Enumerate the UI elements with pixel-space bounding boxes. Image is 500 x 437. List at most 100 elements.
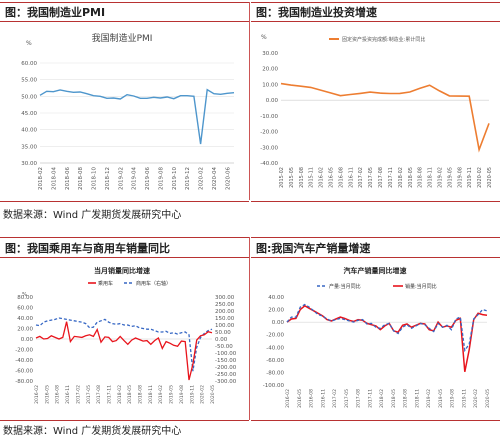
cars-xtick-13: 2019-05 (169, 385, 175, 404)
fai-xtick-17: 2019-05 (447, 167, 453, 188)
cars-y2-tick-12: -300.00 (215, 379, 237, 385)
fai-xtick-7: 2016-11 (348, 167, 354, 188)
cars-legend-label-1: 乘用车 (98, 280, 113, 287)
cars-xtick-10: 2018-08 (138, 385, 144, 404)
autos-xtick-10: 2018-08 (403, 389, 409, 408)
autos-xtick-16: 2020-02 (473, 389, 479, 408)
fai-unit: % (261, 34, 267, 41)
autos-y-tick-0: 40.00 (268, 295, 284, 301)
pmi-xtick-6: 2019-02 (118, 167, 124, 190)
bottom-rule-top-left (0, 201, 249, 202)
autos-y-tick-2: 0.00 (272, 320, 285, 326)
autos-y-tick-3: -20.00 (266, 333, 284, 339)
panel-title-autos: 图:我国汽车产销量增速 (256, 242, 371, 255)
cars-y2-tick-7: -50.00 (215, 344, 233, 350)
cars-y2-tick-10: -200.00 (215, 365, 237, 371)
mid-rule-right (251, 237, 500, 238)
fai-xtick-6: 2016-08 (338, 167, 344, 188)
pmi-y-tick-1: 55.00 (21, 78, 37, 84)
autos-y-tick-4: -40.00 (266, 345, 284, 351)
fai-y-tick-2: 10.00 (262, 82, 278, 88)
cars-xtick-1: 2016-05 (44, 385, 50, 404)
bottom-rule-left (0, 420, 249, 421)
cars-y2-tick-5: 50.00 (215, 330, 231, 336)
chart-cars: 当月销量同比增速% 乘用车 商用车（右轴） 80.00 60.00 40.00 20.00 0… (15, 266, 237, 404)
autos-xtick-13: 2019-05 (438, 389, 444, 408)
cars-y-tick-7: -60.00 (15, 369, 33, 375)
cars-legend-label-2: 商用车（右轴） (136, 280, 171, 287)
source-note-bottom: 数据来源：Wind 广发期货发展研究中心 (3, 426, 182, 437)
chart-pmi: 我国制造业PMI% 60.00 55.00 50.00 45.00 40.00 35.00 3… (21, 32, 235, 190)
pmi-xtick-13: 2020-04 (212, 167, 218, 190)
pmi-xtick-2: 2018-06 (65, 167, 71, 190)
pmi-series-line (39, 88, 235, 145)
cars-unit: % (22, 292, 27, 298)
fai-xtick-4: 2016-02 (319, 167, 325, 188)
fai-y-tick-5: -20.00 (260, 130, 278, 136)
bottom-separator (249, 237, 250, 420)
cars-xtick-0: 2016-02 (34, 385, 40, 404)
autos-xtick-15: 2019-11 (462, 389, 468, 408)
top-rule-left (0, 2, 249, 3)
pmi-y-tick-4: 40.00 (21, 128, 37, 134)
cars-y2-tick-8: -100.00 (215, 351, 237, 357)
cars-y2-tick-11: -250.00 (215, 372, 237, 378)
title-rule-left-2 (0, 257, 249, 258)
fai-xtick-16: 2019-02 (438, 167, 444, 188)
autos-xtick-9: 2018-05 (391, 389, 397, 408)
cars-xtick-8: 2018-02 (117, 385, 123, 404)
cars-y-tick-6: -40.00 (15, 358, 33, 364)
autos-legend-label-2: 销量:当月同比 (405, 283, 437, 290)
fai-y-tick-7: -40.00 (260, 161, 278, 167)
autos-xtick-0: 2016-02 (285, 389, 291, 408)
cars-series-commercial (35, 317, 213, 372)
autos-y-tick-6: -80.00 (266, 370, 284, 376)
fai-xtick-14: 2018-08 (418, 167, 424, 188)
pmi-xtick-1: 2018-04 (51, 167, 57, 190)
cars-y-tick-8: -80.00 (15, 379, 33, 385)
autos-xtick-3: 2016-11 (320, 389, 326, 408)
cars-xtick-5: 2017-05 (86, 385, 92, 404)
fai-xtick-15: 2018-11 (428, 167, 434, 188)
fai-xtick-13: 2018-05 (408, 167, 414, 188)
autos-xtick-5: 2017-05 (344, 389, 350, 408)
fai-xtick-10: 2017-08 (378, 167, 384, 188)
autos-xtick-7: 2017-11 (367, 389, 373, 408)
source-note-top: 数据来源：Wind 广发期货发展研究中心 (3, 210, 182, 221)
pmi-y-tick-6: 30.00 (21, 161, 37, 167)
fai-y-tick-1: 20.00 (262, 67, 278, 73)
fai-xtick-9: 2017-05 (368, 167, 374, 188)
fai-series-line (280, 82, 490, 153)
autos-xtick-12: 2019-02 (426, 389, 432, 408)
pmi-title: 我国制造业PMI (92, 32, 153, 44)
pmi-xtick-10: 2019-10 (172, 167, 178, 190)
autos-y-tick-1: 20.00 (268, 308, 284, 314)
autos-xtick-4: 2017-02 (332, 389, 338, 408)
fai-xtick-18: 2019-08 (457, 167, 463, 188)
cars-y-tick-2: 40.00 (17, 316, 33, 322)
top-separator (249, 2, 250, 200)
autos-y-tick-5: -60.00 (266, 358, 284, 364)
pmi-y-tick-5: 35.00 (21, 144, 37, 150)
fai-xtick-12: 2018-02 (398, 167, 404, 188)
pmi-unit: % (26, 40, 32, 47)
pmi-xtick-4: 2018-10 (92, 167, 98, 190)
mid-rule-left (0, 237, 249, 238)
fai-xtick-2: 2015-08 (299, 167, 305, 188)
cars-xtick-9: 2018-05 (127, 385, 133, 404)
cars-y2-tick-1: 250.00 (215, 302, 235, 308)
autos-series-sales (286, 304, 488, 372)
cars-xtick-11: 2018-11 (148, 385, 154, 404)
fai-y-tick-4: -10.00 (260, 114, 278, 120)
autos-series-production (286, 303, 488, 353)
title-rule-right (251, 21, 500, 22)
cars-title: 当月销量同比增速 (94, 266, 150, 275)
autos-xtick-17: 2020-05 (485, 389, 491, 408)
cars-xtick-7: 2017-11 (107, 385, 113, 404)
cars-xtick-17: 2020-05 (210, 385, 216, 404)
title-rule-right-2 (251, 257, 500, 258)
cars-xtick-6: 2017-08 (96, 385, 102, 404)
cars-y-tick-1: 60.00 (17, 306, 33, 312)
title-rule-left (0, 21, 249, 22)
